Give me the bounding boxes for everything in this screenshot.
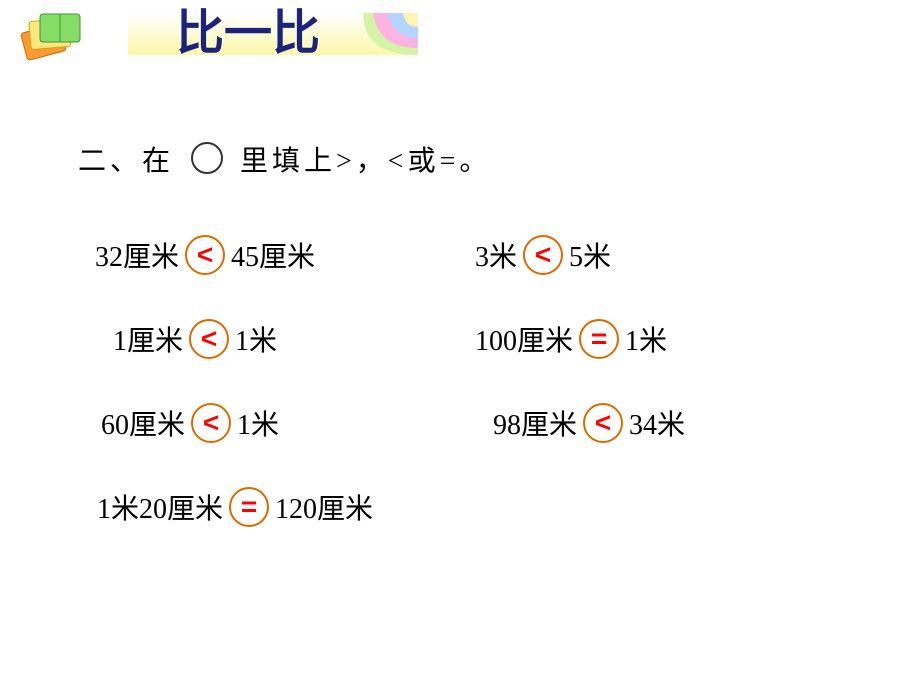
answer-symbol: = xyxy=(241,493,257,521)
instruction-prefix: 二、在 xyxy=(78,146,174,177)
blank-circle-icon xyxy=(191,142,223,174)
answer-circle: = xyxy=(229,487,269,527)
rainbow-corner-icon xyxy=(363,13,418,55)
answer-circle: < xyxy=(523,235,563,275)
instruction-text: 二、在 里填上>，<或=。 xyxy=(78,139,491,179)
left-value: 60厘米 xyxy=(101,403,185,443)
right-value: 1米 xyxy=(235,319,277,359)
answer-circle: < xyxy=(191,403,231,443)
answer-symbol: < xyxy=(535,241,551,269)
left-value: 100厘米 xyxy=(475,319,573,359)
problem-item: 1米20厘米 = 120厘米 xyxy=(97,487,373,527)
right-value: 45厘米 xyxy=(231,235,315,275)
books-icon xyxy=(10,10,90,60)
header: 比一比 xyxy=(0,5,920,65)
right-value: 120厘米 xyxy=(275,487,373,527)
answer-circle: = xyxy=(579,319,619,359)
right-value: 34米 xyxy=(629,403,685,443)
problem-row: 60厘米 < 1米 98厘米 < 34米 xyxy=(95,403,815,443)
problem-row: 1米20厘米 = 120厘米 xyxy=(95,487,815,527)
problem-row: 32厘米 < 45厘米 3米 < 5米 xyxy=(95,235,815,275)
answer-symbol: < xyxy=(197,241,213,269)
answer-circle: < xyxy=(189,319,229,359)
page-title: 比一比 xyxy=(176,0,320,63)
problem-row: 1厘米 < 1米 100厘米 = 1米 xyxy=(113,319,815,359)
right-value: 1米 xyxy=(237,403,279,443)
left-value: 1米20厘米 xyxy=(97,487,223,527)
problem-item: 3米 < 5米 xyxy=(475,235,611,275)
problem-item: 100厘米 = 1米 xyxy=(475,319,667,359)
problem-item: 98厘米 < 34米 xyxy=(493,403,685,443)
answer-symbol: = xyxy=(591,325,607,353)
problem-item: 60厘米 < 1米 xyxy=(101,403,481,443)
left-value: 3米 xyxy=(475,235,517,275)
right-value: 1米 xyxy=(625,319,667,359)
answer-circle: < xyxy=(185,235,225,275)
left-value: 98厘米 xyxy=(493,403,577,443)
problem-item: 32厘米 < 45厘米 xyxy=(95,235,475,275)
answer-symbol: < xyxy=(201,325,217,353)
instruction-suffix: 里填上>，<或=。 xyxy=(240,146,491,177)
left-value: 1厘米 xyxy=(113,319,183,359)
right-value: 5米 xyxy=(569,235,611,275)
answer-symbol: < xyxy=(203,409,219,437)
problems-area: 32厘米 < 45厘米 3米 < 5米 1厘米 < 1米 100厘米 = xyxy=(95,235,815,571)
answer-symbol: < xyxy=(595,409,611,437)
answer-circle: < xyxy=(583,403,623,443)
problem-item: 1厘米 < 1米 xyxy=(113,319,475,359)
left-value: 32厘米 xyxy=(95,235,179,275)
